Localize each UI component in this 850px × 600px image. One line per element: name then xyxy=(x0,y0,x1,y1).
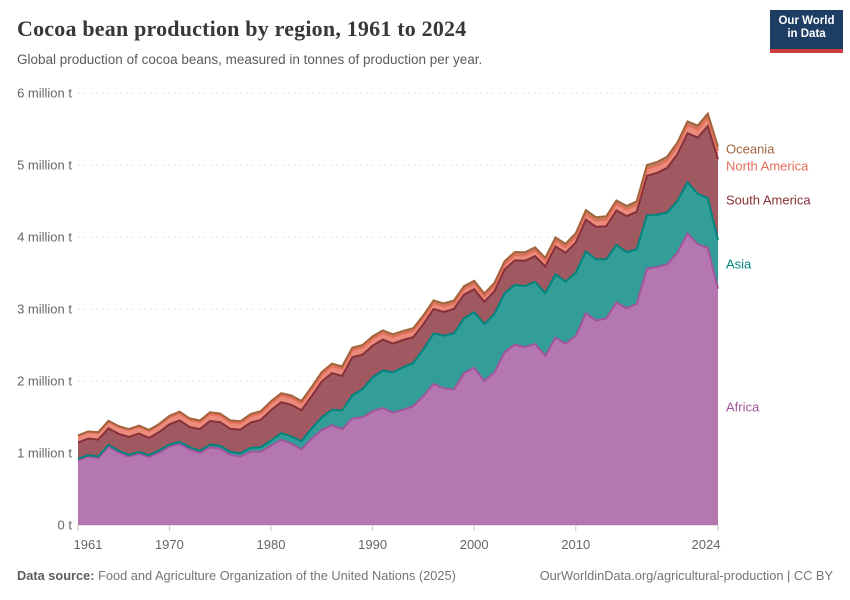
owid-logo-line1: Our World xyxy=(778,15,835,27)
legend-item-north-america[interactable]: North America xyxy=(726,158,809,174)
x-axis-label-1970: 1970 xyxy=(154,537,184,552)
owid-logo[interactable]: Our World in Data xyxy=(770,10,843,53)
line-asia xyxy=(77,180,719,460)
y-axis-label: 4 million t xyxy=(17,229,72,245)
y-axis-label: 5 million t xyxy=(17,157,72,173)
legend-item-asia[interactable]: Asia xyxy=(726,256,752,272)
area-africa[interactable] xyxy=(78,233,718,525)
x-axis-label-1980: 1980 xyxy=(256,537,286,552)
line-south-america xyxy=(77,124,719,444)
chart-subtitle: Global production of cocoa beans, measur… xyxy=(17,52,483,67)
data-source-text: Food and Agriculture Organization of the… xyxy=(94,568,456,583)
x-axis-label-2010: 2010 xyxy=(561,537,591,552)
line-north-america xyxy=(77,115,719,438)
data-source-label: Data source: xyxy=(17,568,95,583)
x-axis-label-1961: 1961 xyxy=(73,537,103,552)
y-axis-label: 3 million t xyxy=(17,301,72,317)
y-axis-label: 6 million t xyxy=(17,85,72,101)
area-asia[interactable] xyxy=(78,182,718,461)
data-source-note: Data source: Food and Agriculture Organi… xyxy=(17,568,456,583)
y-axis-label: 0 t xyxy=(57,517,72,533)
x-axis-label-1990: 1990 xyxy=(358,537,388,552)
legend-item-south-america[interactable]: South America xyxy=(726,192,811,208)
line-oceania xyxy=(77,111,719,437)
line-africa xyxy=(77,231,719,462)
y-axis-label: 2 million t xyxy=(17,373,72,389)
x-axis-label-2024: 2024 xyxy=(691,537,721,552)
owid-logo-line2: in Data xyxy=(787,28,826,40)
legend-item-oceania[interactable]: Oceania xyxy=(726,141,775,157)
legend-item-africa[interactable]: Africa xyxy=(726,399,760,415)
chart-title: Cocoa bean production by region, 1961 to… xyxy=(17,16,467,41)
license-note[interactable]: OurWorldinData.org/agricultural-producti… xyxy=(539,568,833,583)
y-axis-label: 1 million t xyxy=(17,445,72,461)
x-axis-label-2000: 2000 xyxy=(459,537,489,552)
